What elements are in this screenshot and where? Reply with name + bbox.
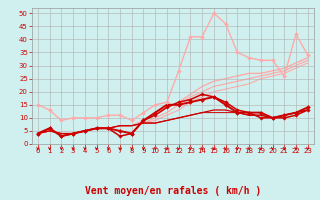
Text: Vent moyen/en rafales ( km/h ): Vent moyen/en rafales ( km/h ) [85,186,261,196]
